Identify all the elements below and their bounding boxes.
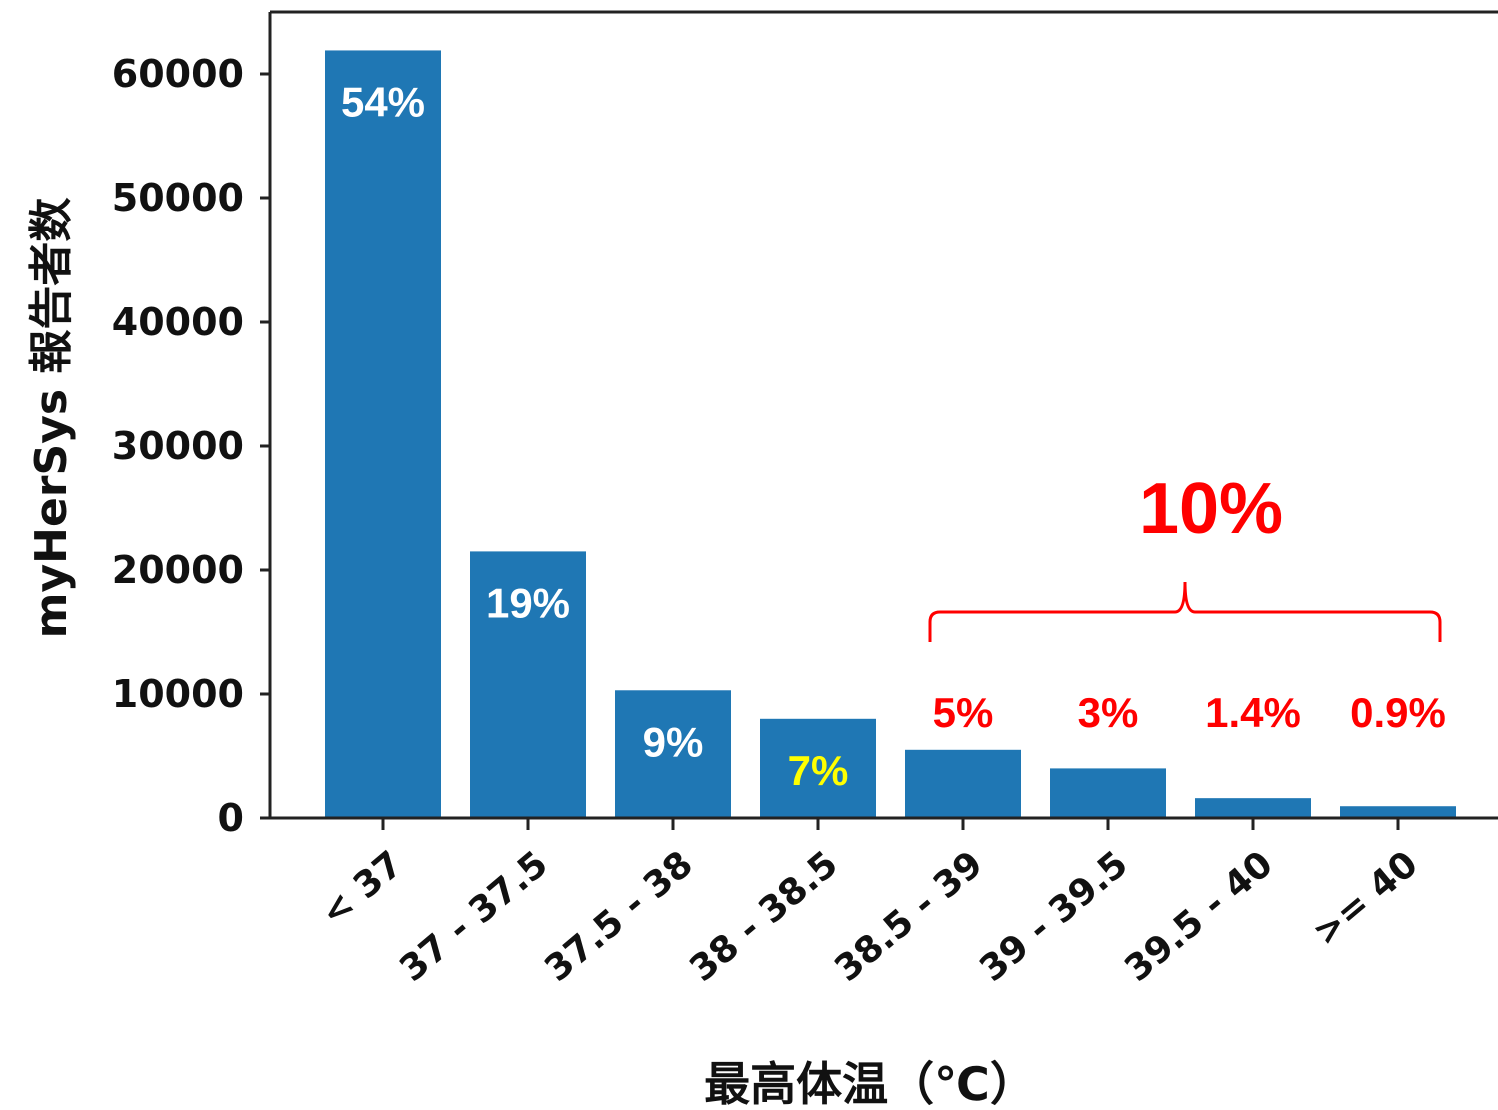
x-axis-label: 最高体温（℃） bbox=[704, 1057, 1036, 1110]
x-tick-label: 39 - 39.5 bbox=[972, 843, 1135, 989]
x-tick-label: 37.5 - 38 bbox=[537, 843, 700, 989]
data-label-0: 54% bbox=[341, 78, 425, 125]
annotation-label: 10% bbox=[1139, 469, 1283, 549]
y-tick-label: 40000 bbox=[112, 300, 244, 344]
data-label-4: 5% bbox=[933, 689, 994, 736]
bar-3 bbox=[760, 718, 876, 818]
x-tick-label: 39.5 - 40 bbox=[1117, 843, 1280, 989]
data-label-7: 0.9% bbox=[1350, 689, 1446, 736]
bars-group bbox=[325, 50, 1456, 818]
data-label-5: 3% bbox=[1078, 689, 1139, 736]
bar-1 bbox=[470, 551, 586, 818]
y-tick-label: 20000 bbox=[112, 548, 244, 592]
x-tick-label: 38 - 38.5 bbox=[682, 843, 845, 989]
y-tick-label: 0 bbox=[218, 796, 244, 840]
y-axis-label: myHerSys 報告者数 bbox=[26, 198, 77, 639]
y-tick-label: 50000 bbox=[112, 176, 244, 220]
x-tick-label: < 37 bbox=[313, 843, 410, 934]
bar-6 bbox=[1195, 798, 1311, 818]
bar-2 bbox=[615, 690, 731, 818]
y-tick-label: 60000 bbox=[112, 52, 244, 96]
curly-brace bbox=[928, 581, 1442, 642]
y-tick-label: 30000 bbox=[112, 424, 244, 468]
bar-0 bbox=[325, 50, 441, 818]
bar-5 bbox=[1050, 768, 1166, 818]
data-label-3: 7% bbox=[788, 747, 849, 794]
data-label-6: 1.4% bbox=[1205, 689, 1301, 736]
x-tick-label: 37 - 37.5 bbox=[392, 843, 555, 989]
data-label-1: 19% bbox=[486, 579, 570, 626]
data-label-2: 9% bbox=[643, 718, 704, 765]
x-tick-label: 38.5 - 39 bbox=[827, 843, 990, 989]
annotation-group: 10% bbox=[928, 469, 1442, 642]
y-tick-label: 10000 bbox=[112, 672, 244, 716]
bar-4 bbox=[905, 749, 1021, 818]
x-tick-label: >= 40 bbox=[1305, 843, 1426, 953]
data-labels-group: 54% 19% 9% 7% 5% 3% 1.4% 0.9% bbox=[341, 78, 1446, 793]
bar-7 bbox=[1340, 806, 1456, 818]
